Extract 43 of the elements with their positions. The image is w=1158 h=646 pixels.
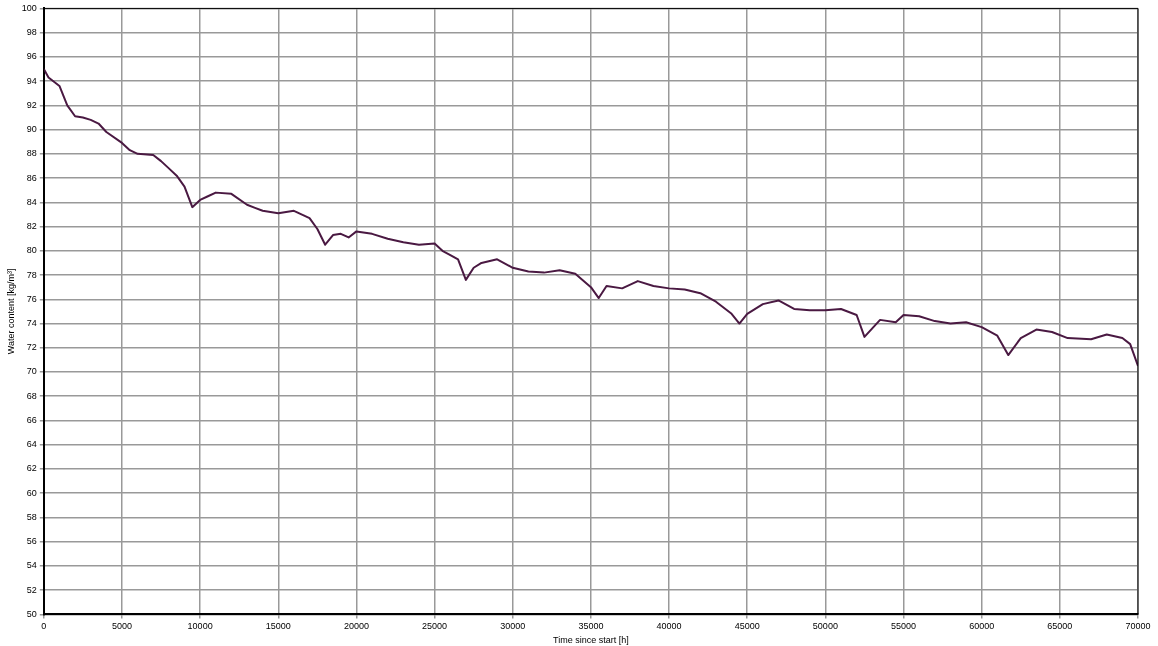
x-tick-label: 55000	[891, 621, 917, 632]
x-tick-label: 45000	[734, 621, 760, 632]
y-tick-label: 52	[26, 584, 37, 595]
y-tick-label: 66	[26, 414, 37, 425]
x-tick-label: 30000	[500, 621, 526, 632]
y-tick-label: 72	[26, 342, 37, 353]
x-tick-label: 20000	[343, 621, 369, 632]
x-tick-label: 5000	[111, 621, 132, 632]
x-tick-label: 50000	[812, 621, 838, 632]
x-tick-label: 25000	[422, 621, 448, 632]
y-tick-label: 70	[26, 366, 37, 377]
y-tick-label: 74	[26, 318, 37, 328]
y-tick-label: 92	[26, 99, 37, 110]
x-tick-label: 65000	[1047, 621, 1073, 632]
y-tick-label: 80	[26, 245, 37, 256]
y-axis-title: Water content [kg/m³]	[5, 268, 16, 355]
y-tick-label: 76	[26, 293, 37, 304]
x-tick-label: 40000	[656, 621, 682, 632]
y-tick-label: 96	[26, 51, 37, 62]
y-tick-label: 90	[26, 124, 37, 135]
y-tick-label: 50	[26, 608, 37, 619]
x-tick-label: 60000	[969, 621, 995, 632]
y-tick-label: 62	[26, 463, 37, 474]
x-tick-label: 70000	[1125, 621, 1151, 632]
y-tick-label: 60	[26, 487, 37, 498]
y-tick-label: 56	[26, 536, 37, 547]
y-tick-label: 78	[26, 269, 37, 280]
y-tick-label: 94	[26, 75, 37, 86]
y-tick-label: 82	[26, 221, 37, 232]
y-tick-label: 64	[26, 439, 37, 450]
y-tick-label: 98	[26, 27, 37, 38]
y-tick-label: 88	[26, 148, 37, 159]
y-tick-label: 84	[26, 196, 37, 207]
x-tick-label: 10000	[187, 621, 213, 632]
x-tick-label: 35000	[578, 621, 604, 632]
y-tick-label: 100	[21, 2, 37, 13]
x-tick-label: 0	[41, 621, 47, 632]
y-tick-label: 58	[26, 511, 37, 522]
y-tick-label: 54	[26, 560, 37, 571]
y-tick-label: 86	[26, 172, 37, 183]
x-axis-title: Time since start [h]	[553, 635, 629, 646]
x-tick-label: 15000	[265, 621, 291, 632]
y-tick-label: 68	[26, 390, 37, 401]
